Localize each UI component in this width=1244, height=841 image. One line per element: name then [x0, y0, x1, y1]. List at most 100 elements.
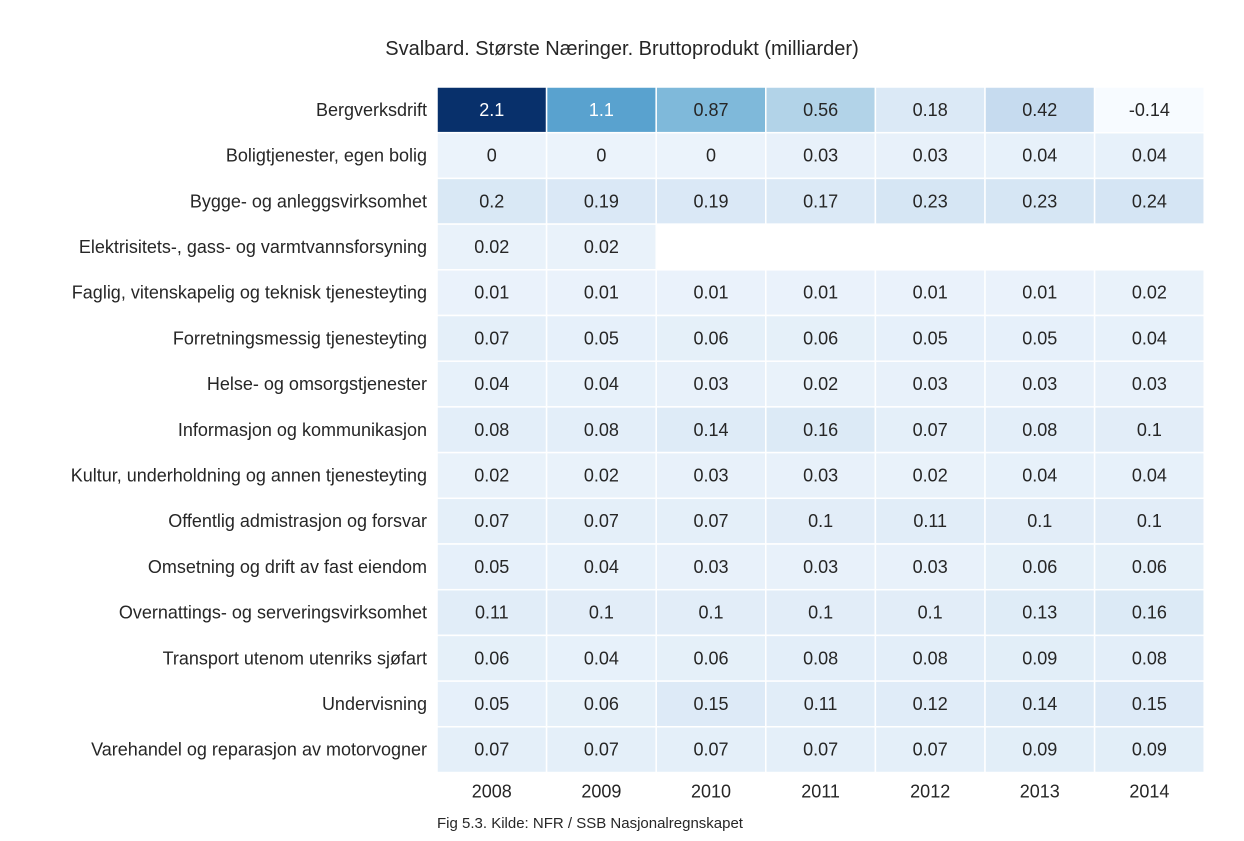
- cell-value-label: 0.03: [693, 465, 728, 485]
- heatmap-cell: [655, 634, 767, 682]
- cell-value-label: 0.08: [803, 648, 838, 668]
- heatmap-cell: [545, 177, 657, 225]
- cell-value-label: 0.1: [589, 603, 614, 623]
- cell-value-label: 0.18: [913, 100, 948, 120]
- column-labels: 2008 2009 2010 2011 2012 2013 2014: [472, 782, 1170, 802]
- cell-value-label: 0.01: [803, 283, 838, 303]
- heatmap-cell: [1093, 497, 1205, 545]
- cell-value-label: 0.23: [913, 191, 948, 211]
- row-label: Boligtjenester, egen bolig: [226, 146, 427, 166]
- cell-value-label: 0.04: [474, 374, 509, 394]
- row-label: Varehandel og reparasjon av motorvogner: [91, 740, 427, 760]
- cell-value-label: 0.06: [693, 328, 728, 348]
- heatmap-cell: [655, 588, 767, 637]
- cell-value-label: 0.14: [1022, 694, 1057, 714]
- chart-title: Svalbard. Største Næringer. Bruttoproduk…: [385, 38, 859, 60]
- cell-value-label: 2.1: [479, 100, 504, 120]
- heatmap-cell: [984, 588, 1096, 637]
- heatmap-cell: [655, 726, 767, 774]
- cell-value-label: 0.17: [803, 191, 838, 211]
- cell-value-label: 0.07: [584, 511, 619, 531]
- heatmap-cell: [984, 497, 1096, 545]
- heatmap-cell: [655, 177, 767, 225]
- cell-value-label: 0.08: [1022, 420, 1057, 440]
- cell-value-label: 0.08: [1132, 648, 1167, 668]
- heatmap-cell: [545, 543, 657, 591]
- row-label: Bergverksdrift: [316, 100, 427, 120]
- heatmap-cell: [874, 588, 986, 637]
- cell-value-label: 0.15: [1132, 694, 1167, 714]
- heatmap-cell: [874, 634, 986, 682]
- cell-value-label: 0.16: [1132, 603, 1167, 623]
- cell-value-label: 0.07: [474, 740, 509, 760]
- heatmap-cell: [436, 680, 548, 728]
- heatmap-cell: [655, 131, 767, 180]
- heatmap-cell: [545, 223, 657, 271]
- heatmap-cell: [984, 726, 1096, 774]
- cell-value-label: 0.03: [1132, 374, 1167, 394]
- column-label: 2014: [1129, 782, 1169, 802]
- cell-value-label: 0.04: [1132, 328, 1167, 348]
- heatmap-cell: [436, 131, 548, 180]
- cell-value-label: 0.03: [803, 465, 838, 485]
- cell-value-label: 0.01: [913, 283, 948, 303]
- cell-value-label: 0.03: [693, 374, 728, 394]
- cell-value-label: 0.15: [693, 694, 728, 714]
- cell-value-label: 0.06: [693, 648, 728, 668]
- cell-value-label: 0.07: [474, 328, 509, 348]
- heatmap-cell: [1093, 588, 1205, 637]
- cell-value-label: 0.03: [803, 557, 838, 577]
- row-label: Overnattings- og serveringsvirksomhet: [119, 603, 427, 623]
- row-label: Omsetning og drift av fast eiendom: [148, 557, 427, 577]
- cell-value-label: 0.07: [693, 740, 728, 760]
- heatmap-cell: [1093, 131, 1205, 180]
- row-label: Kultur, underholdning og annen tjenestey…: [71, 465, 427, 485]
- cell-value-label: 0.05: [474, 557, 509, 577]
- cell-value-label: 0.07: [693, 511, 728, 531]
- heatmap-cell: [765, 588, 877, 637]
- cell-value-label: 0.07: [584, 740, 619, 760]
- cell-value-label: 0.14: [693, 420, 728, 440]
- cell-value-label: 0.03: [803, 146, 838, 166]
- cell-value-label: 0.05: [913, 328, 948, 348]
- heatmap-cell: [545, 634, 657, 682]
- heatmap-cell: [984, 360, 1096, 408]
- cell-value-label: 0.2: [479, 191, 504, 211]
- cell-value-label: 0.04: [584, 557, 619, 577]
- cell-value-label: 0.04: [1022, 146, 1057, 166]
- heatmap-cell: [436, 223, 548, 271]
- cell-value-label: 0.01: [474, 283, 509, 303]
- cell-value-label: 0.02: [913, 465, 948, 485]
- heatmap-cell: [545, 360, 657, 408]
- row-label: Offentlig admistrasjon og forsvar: [168, 511, 427, 531]
- heatmap-cell: [545, 406, 657, 454]
- cell-value-label: 0.03: [913, 557, 948, 577]
- heatmap-cell: [874, 360, 986, 408]
- cell-value-label: 1.1: [589, 100, 614, 120]
- cell-value-label: -0.14: [1129, 100, 1170, 120]
- cell-value-label: 0.06: [1132, 557, 1167, 577]
- cell-value-label: 0: [706, 146, 716, 166]
- cell-value-label: 0.07: [913, 740, 948, 760]
- cell-value-label: 0.01: [584, 283, 619, 303]
- heatmap-cell: [436, 497, 548, 545]
- row-label: Forretningsmessig tjenesteyting: [173, 328, 427, 348]
- cell-value-label: 0.02: [584, 237, 619, 257]
- heatmap-cell: [545, 451, 657, 500]
- heatmap-cell: [765, 726, 877, 774]
- heatmap-cell: [984, 86, 1096, 134]
- row-label: Undervisning: [322, 694, 427, 714]
- heatmap-cell: [545, 86, 657, 134]
- heatmap-cell: [655, 406, 767, 454]
- heatmap-cell: [655, 360, 767, 408]
- column-label: 2009: [581, 782, 621, 802]
- row-label: Faglig, vitenskapelig og teknisk tjenest…: [72, 283, 427, 303]
- heatmap-cell: [436, 588, 548, 637]
- cell-value-label: 0.1: [808, 603, 833, 623]
- cell-value-label: 0.1: [698, 603, 723, 623]
- cell-value-label: 0.09: [1132, 740, 1167, 760]
- heatmap-cell: [874, 543, 986, 591]
- row-label: Helse- og omsorgstjenester: [207, 374, 427, 394]
- cell-value-label: 0.56: [803, 100, 838, 120]
- cell-value-label: 0.1: [1027, 511, 1052, 531]
